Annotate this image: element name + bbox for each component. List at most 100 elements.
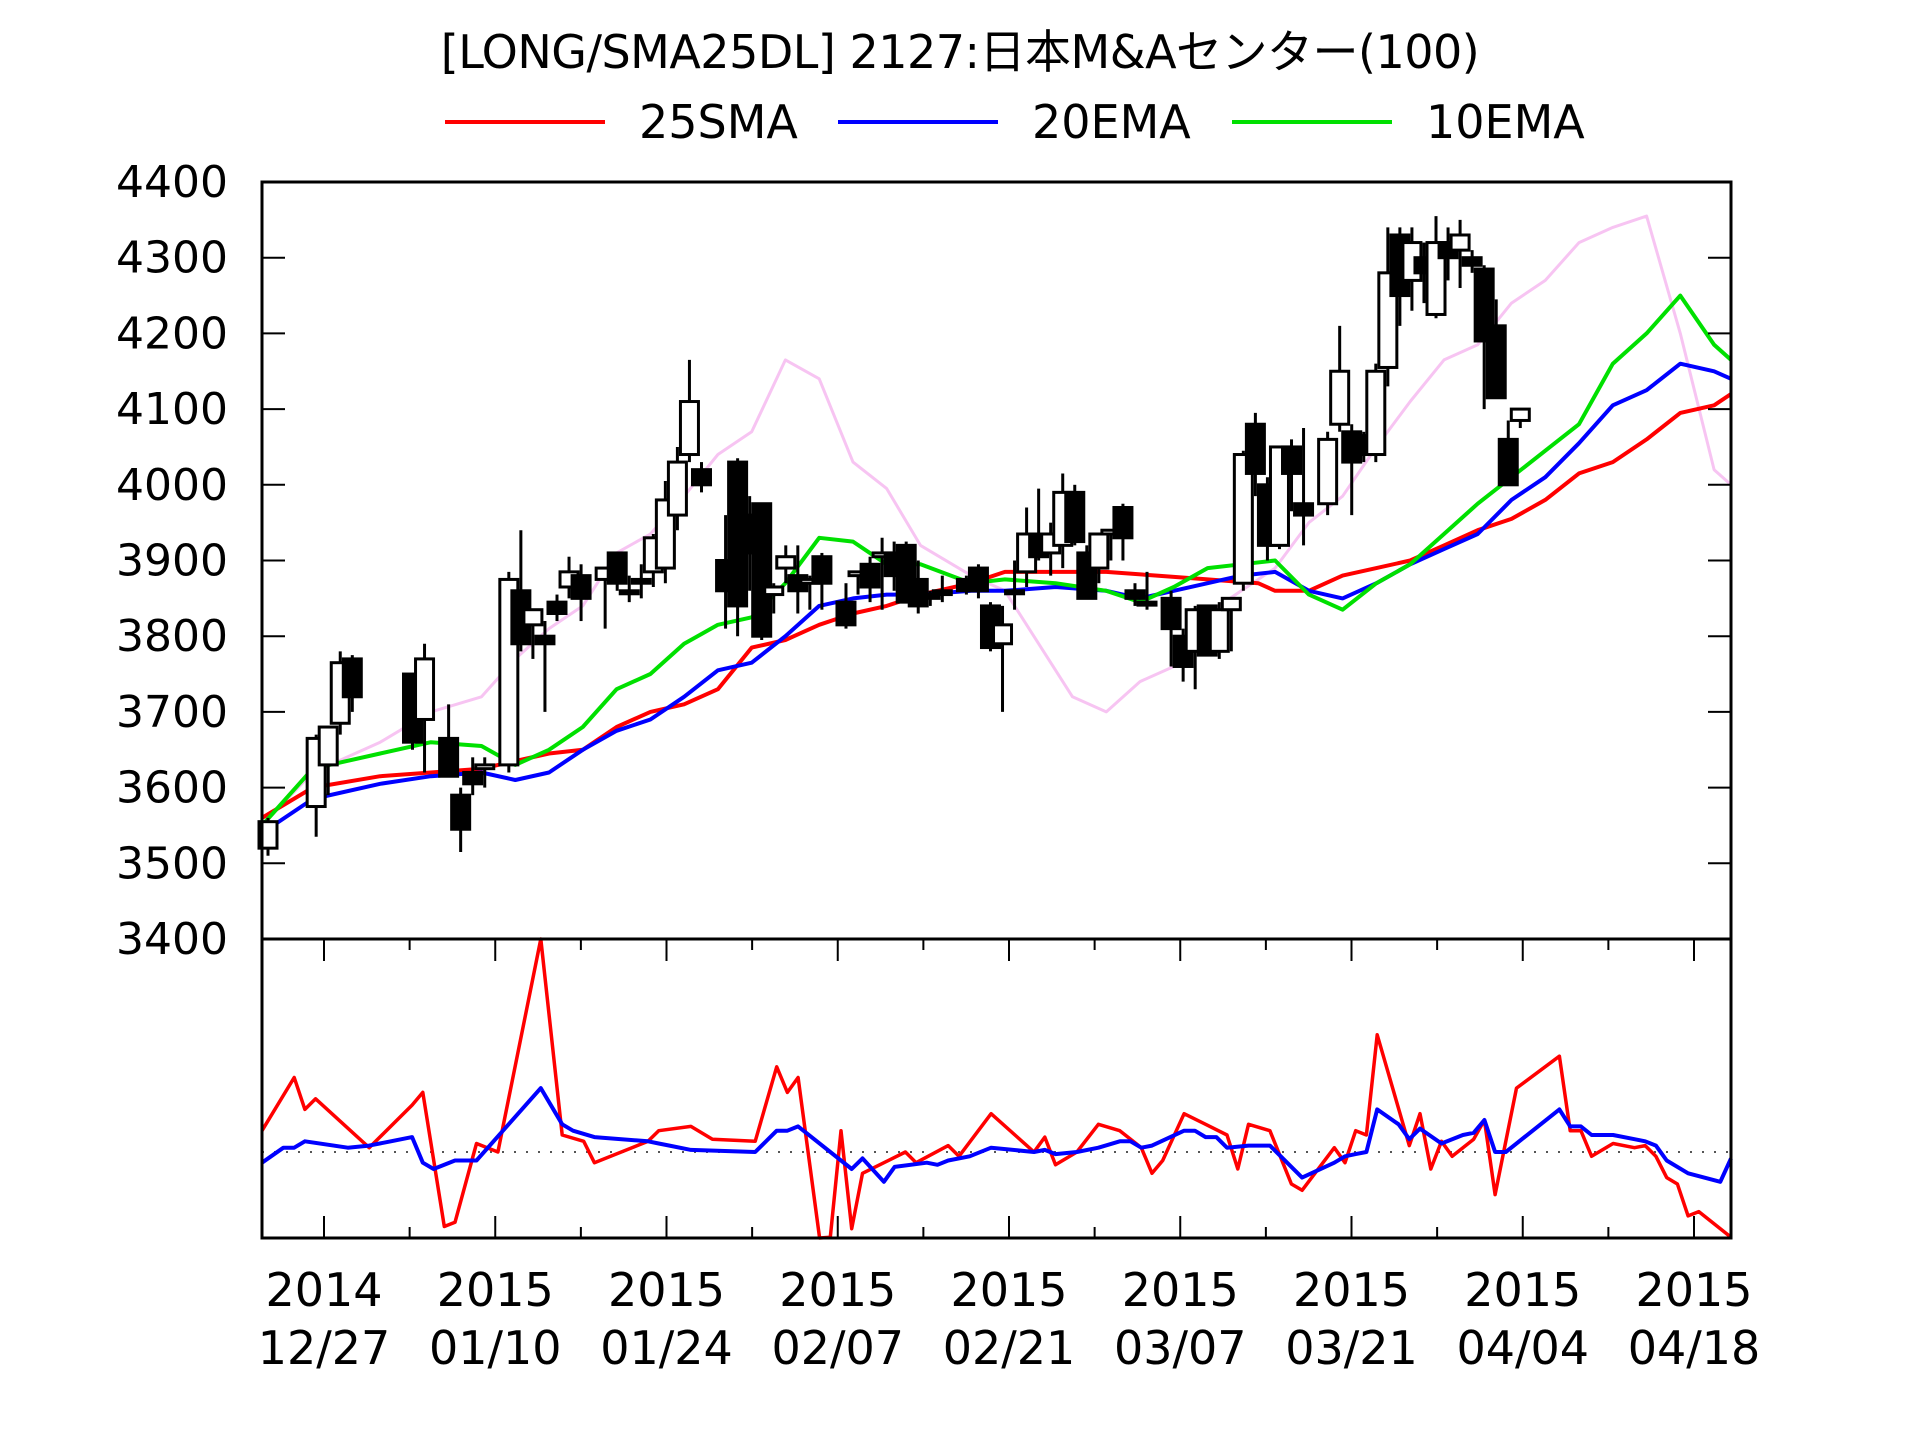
candle-down [1461,256,1483,267]
candle-down [1497,437,1519,487]
candle-down [967,566,989,593]
candle-down [859,562,881,589]
candle-up [1509,407,1531,422]
candle-down [450,793,472,831]
candle-down [1293,502,1315,517]
legend-swatch-25sma [445,120,605,124]
x-tick-date-label: 02/07 [771,1321,904,1375]
x-tick-year-label: 2015 [779,1263,896,1317]
candle-down [462,770,484,786]
candle-up [474,763,496,771]
main-plot-frame [260,180,1733,941]
candle-up [775,555,797,570]
candle-down [546,600,568,615]
candle-up [1329,369,1351,426]
candle-down [1244,422,1266,475]
candle-down [907,577,929,608]
candle-down [534,634,556,646]
sub-plot-frame [260,937,1733,1240]
candle-up [618,589,640,596]
candle-down [570,574,592,600]
candle-up [1449,233,1471,252]
candle-down [931,589,953,597]
legend: 25SMA 20EMA 10EMA [0,92,1920,152]
x-tick-year-label: 2015 [1635,1263,1752,1317]
candle-down [1112,506,1134,540]
main-panel-lines [260,214,1733,835]
candle-down [606,551,628,585]
series-20ema-line [260,361,1732,835]
x-tick-date-label: 01/10 [429,1321,562,1375]
x-tick-year-label: 2015 [608,1263,725,1317]
candle-down [1124,589,1146,600]
x-tick-year-label: 2014 [265,1263,382,1317]
x-tick-year-label: 2015 [437,1263,554,1317]
candle-down [690,468,712,487]
candle-up [678,400,700,457]
y-tick-label: 4400 [116,157,228,208]
y-tick-label: 4000 [116,460,228,511]
legend-item-10ema: 10EMA [1232,92,1585,152]
legend-label-20ema: 20EMA [1032,95,1191,149]
candle-down [341,657,363,699]
sub-panel-lines [260,937,1733,1240]
candle-down [1064,490,1086,544]
x-tick-date-label: 01/24 [600,1321,733,1375]
candle-up [414,657,436,721]
candle-up [317,725,339,767]
y-tick-label: 3500 [116,838,228,889]
chart-title: [LONG/SMA25DL] 2127:日本M&Aセンター(100) [440,25,1480,79]
sub-series-deviation-line [260,937,1733,1240]
x-tick-year-label: 2015 [1293,1263,1410,1317]
x-tick-date-label: 03/21 [1285,1321,1418,1375]
candle-up [1425,241,1447,316]
x-tick-year-label: 2015 [950,1263,1067,1317]
axes: 3400 3500 3600 3700 3800 3900 4000 4100 4200 4300… [116,157,1760,1375]
candle-down [1160,596,1182,631]
x-tick-date-label: 02/21 [943,1321,1076,1375]
legend-swatch-20ema [838,120,998,124]
y-tick-label: 3400 [116,914,228,965]
y-tick-label: 3700 [116,687,228,738]
candle-up [1365,369,1387,457]
legend-item-20ema: 20EMA [838,92,1191,152]
x-tick-date-label: 04/04 [1456,1321,1589,1375]
legend-label-10ema: 10EMA [1426,95,1585,149]
candle-down [835,600,857,627]
y-tick-label: 4200 [116,308,228,359]
x-tick-date-label: 03/07 [1114,1321,1247,1375]
candle-down [1281,445,1303,475]
series-upper-band-line [260,214,1732,827]
candle-up [1088,532,1110,570]
candle-up [666,460,688,517]
candle-down [751,502,773,638]
legend-swatch-10ema [1232,120,1392,124]
candle-up [654,498,676,570]
candle-up [1004,589,1026,596]
legend-item-25sma: 25SMA [445,92,798,152]
candle-down [1473,267,1495,343]
y-tick-label: 3900 [116,536,228,587]
candles [257,216,1531,856]
candle-up [1232,453,1254,585]
x-tick-year-label: 2015 [1464,1263,1581,1317]
x-tick-year-label: 2015 [1122,1263,1239,1317]
candle-down [630,577,652,585]
y-tick-label: 4100 [116,384,228,435]
candle-up [763,585,785,597]
series-10ema-line [260,293,1733,827]
x-tick-date-label: 12/27 [258,1321,391,1375]
candle-down [811,555,833,585]
candle-up [1136,600,1158,607]
candle-up [992,623,1014,646]
sub-series-deviation-ema-line [260,1086,1733,1184]
candle-up [522,608,544,627]
candle-up [1208,608,1230,653]
candle-down [919,593,941,600]
candle-up [1317,437,1339,506]
candle-up [1220,596,1242,612]
legend-label-25sma: 25SMA [639,95,798,149]
y-tick-label: 3600 [116,763,228,814]
candle-down [1485,324,1507,400]
